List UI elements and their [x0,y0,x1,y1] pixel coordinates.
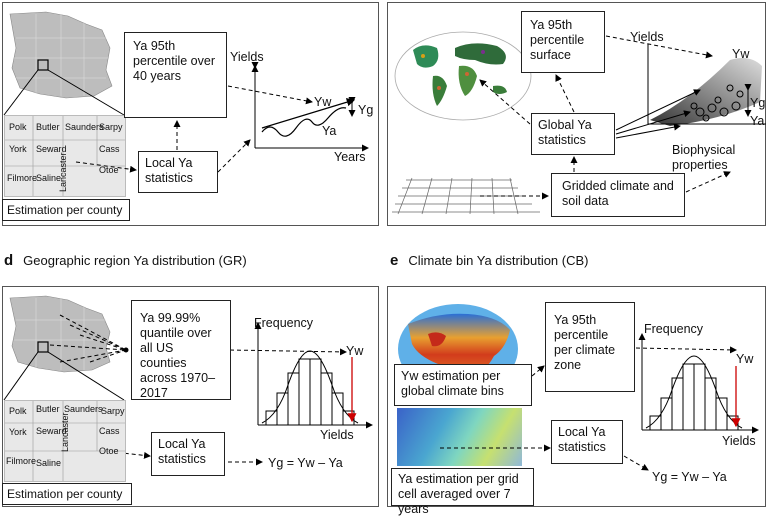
estimation-per-county-d: Estimation per county [2,483,132,505]
yw-label-d: Yw [346,344,364,358]
yw-estimation-box: Yw estimation per global climate bins [394,364,532,406]
yg-label-b: Yg [750,96,766,110]
county-york-d: York [9,427,27,437]
grid-cell-image [397,408,522,466]
title-d: Geographic region Ya distribution (GR) [23,253,247,268]
ya-95th-surface-box: Ya 95th percentile surface [521,11,605,73]
county-butler: Butler [36,122,60,132]
ya-9999-box: Ya 99.99% quantile over all US counties … [131,300,231,400]
biophysical-label: Biophysical properties [672,143,736,172]
estimation-per-county-a: Estimation per county [2,199,130,221]
panel-b-arrows [479,35,752,200]
county-otoe-d: Otoe [99,446,119,456]
ya-label-a: Ya [322,124,337,138]
county-cass-d: Cass [99,426,120,436]
letter-d: d [4,252,14,269]
title-e: Climate bin Ya distribution (CB) [408,253,589,268]
ya-95th-climate-box: Ya 95th percentile per climate zone [545,302,635,392]
panel-d-lines [3,314,347,466]
surface-plot [647,44,766,126]
county-otoe: Otoe [99,165,119,175]
global-ya-box: Global Ya statistics [531,113,615,155]
county-seward-d: Seward [36,426,67,436]
world-globe [394,31,532,121]
local-ya-box-e: Local Ya statistics [551,420,623,464]
ya-label-b: Ya [750,114,765,128]
county-seward: Seward [36,144,67,154]
county-sarpy: Sarpy [99,122,123,132]
local-ya-box-d: Local Ya statistics [151,432,225,476]
county-filmore: Filmore [7,173,38,183]
county-filmore-d: Filmore [6,456,37,466]
gridded-data-box: Gridded climate and soil data [551,173,685,217]
county-polk-d: Polk [9,406,27,416]
header-e: e Climate bin Ya distribution (CB) [390,252,589,269]
yg-label-a: Yg [358,103,374,117]
county-saline: Saline [36,173,62,183]
grid-lattice [392,177,540,215]
county-york: York [9,144,27,154]
yw-label-e: Yw [736,352,754,366]
yields-label-a: Yields [230,50,264,64]
county-saunders: Saunders [65,122,104,132]
panel-a-arrows [75,62,369,173]
yields-label-d: Yields [320,428,354,442]
yields-label-e: Yields [722,434,756,448]
yw-label-b: Yw [732,47,750,61]
county-saunders-d: Saunders [64,404,103,414]
yw-label-a: Yw [314,95,332,109]
zoom-lines [3,69,125,116]
county-grid [4,115,126,197]
county-saline-d: Saline [36,458,62,468]
frequency-label-d: Frequency [254,316,314,330]
yields-label-b: Yields [630,30,664,44]
county-cass: Cass [99,144,120,154]
frequency-label-e: Frequency [644,322,704,336]
letter-e: e [390,252,399,269]
county-butler-d: Butler [36,404,60,414]
eq-d: Yg = Yw – Ya [268,456,343,470]
histogram-e [638,333,759,434]
county-polk: Polk [9,122,27,132]
histogram-d [254,322,373,429]
eq-e: Yg = Yw – Ya [652,470,727,484]
county-grid-d [4,400,126,482]
local-ya-box-a: Local Ya statistics [138,151,218,193]
ya-95th-box: Ya 95th percentile over 40 years [124,32,227,118]
us-midwest-map [9,11,113,99]
header-d: d Geographic region Ya distribution (GR) [4,252,247,269]
years-label-a: Years [334,150,366,164]
county-sarpy-d: Sarpy [101,406,125,416]
us-midwest-map-d [9,295,111,373]
